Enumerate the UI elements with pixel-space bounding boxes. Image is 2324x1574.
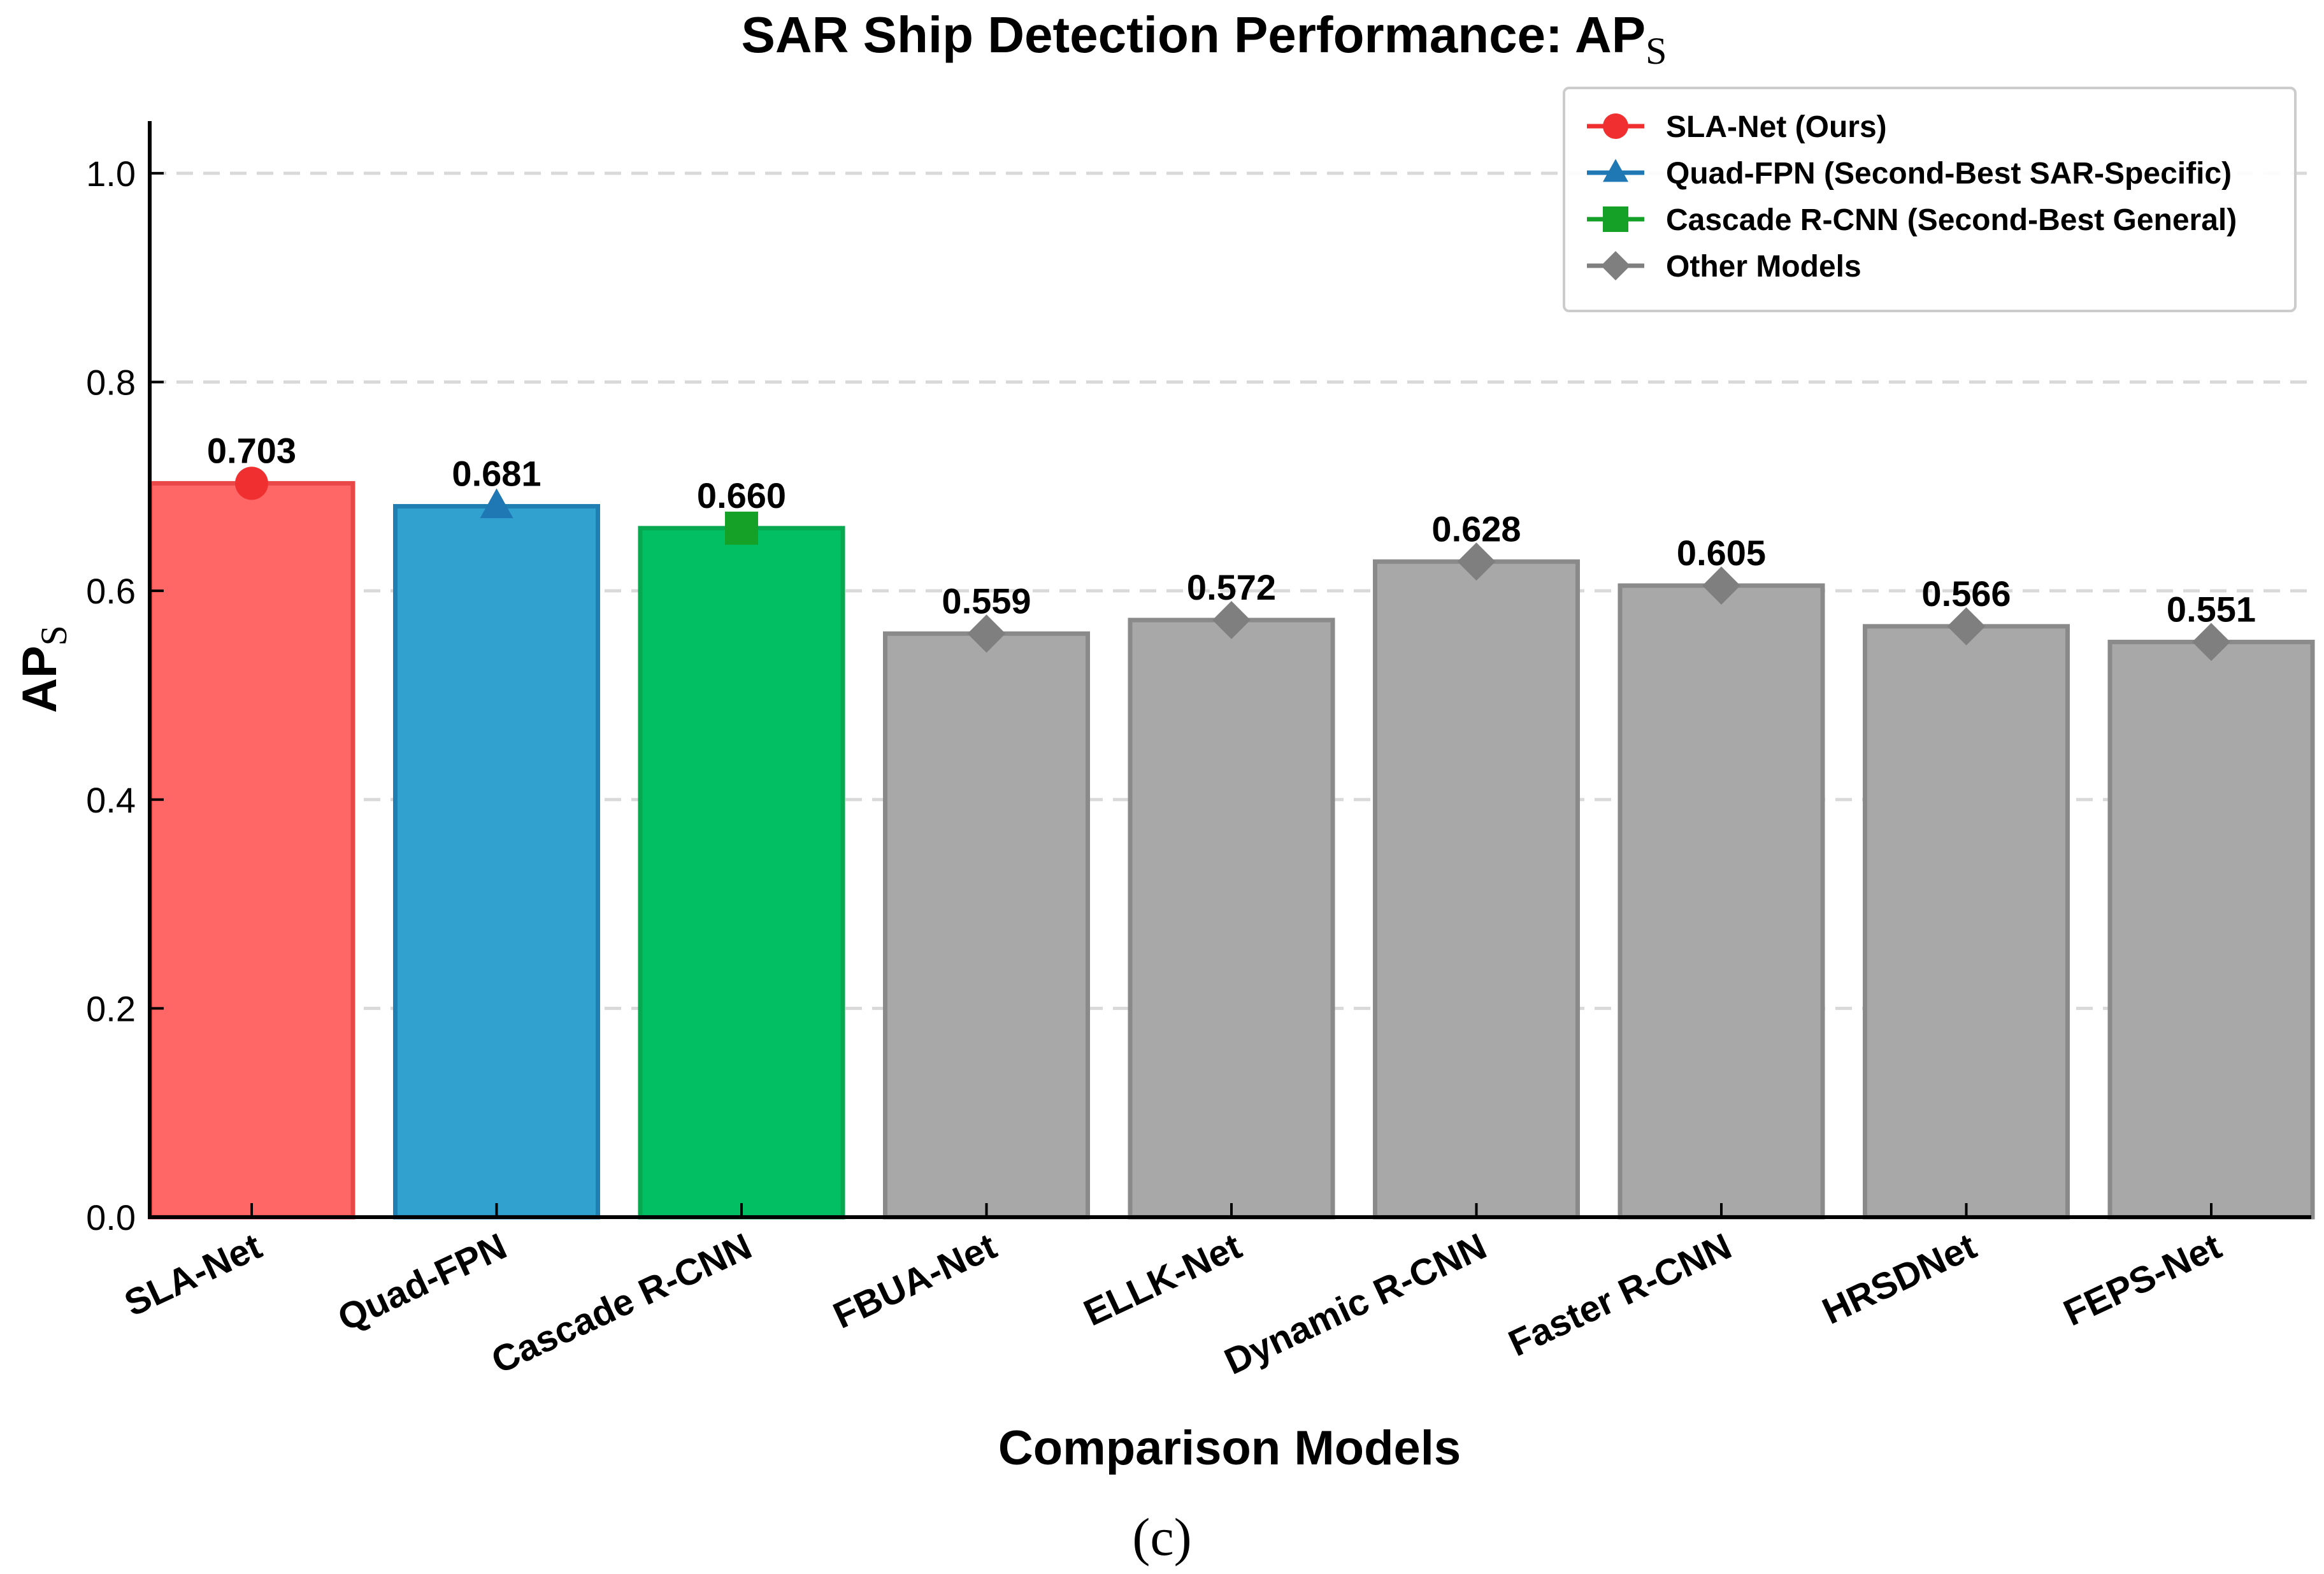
bars (148, 480, 2315, 1220)
legend-marker (1601, 251, 1630, 280)
value-label: 0.566 (1921, 574, 2011, 614)
y-tick-label: 0.4 (86, 780, 136, 820)
bar-cascade-r-cnn (638, 526, 845, 1220)
legend-label: Cascade R-CNN (Second-Best General) (1666, 203, 2237, 237)
value-label: 0.628 (1431, 509, 1521, 549)
bar-sla-net (148, 480, 355, 1220)
y-tick-label: 0.0 (86, 1197, 136, 1238)
value-label: 0.551 (2167, 589, 2256, 629)
bar-quad-fpn (393, 503, 600, 1220)
x-tick-label: Faster R-CNN (1502, 1225, 1737, 1364)
y-tick-label: 1.0 (86, 154, 136, 194)
legend-label: Other Models (1666, 250, 1861, 284)
legend-label: SLA-Net (Ours) (1666, 110, 1887, 144)
value-label: 0.605 (1677, 533, 1766, 573)
point-marker (1457, 542, 1496, 581)
markers (235, 466, 2230, 661)
point-marker (480, 488, 513, 519)
point-marker (1947, 607, 1986, 646)
value-label: 0.660 (697, 475, 786, 516)
value-label: 0.559 (942, 581, 1031, 621)
value-label: 0.572 (1187, 567, 1276, 607)
legend-marker (1603, 206, 1628, 232)
figure-caption: (c) (1132, 1508, 1191, 1567)
x-tick-label: ELLK-Net (1078, 1225, 1248, 1334)
point-marker (967, 614, 1006, 653)
y-tick-label: 0.2 (86, 988, 136, 1029)
legend-label: Quad-FPN (Second-Best SAR-Specific) (1666, 157, 2232, 191)
bar-fbua-net (883, 631, 1090, 1220)
point-marker (1212, 601, 1251, 639)
x-axis-label: Comparison Models (998, 1421, 1461, 1475)
chart-title: SAR Ship Detection Performance: APS (742, 6, 1667, 72)
x-tick-label: FBUA-Net (827, 1225, 1003, 1337)
y-tick-label: 0.6 (86, 571, 136, 611)
x-tick-label: Dynamic R-CNN (1218, 1225, 1493, 1383)
legend: SLA-Net (Ours) Quad-FPN (Second-Best SAR-… (1563, 87, 2297, 312)
legend-box (1563, 87, 2297, 312)
legend-marker (1603, 159, 1628, 182)
x-tick-label: SLA-Net (118, 1225, 268, 1325)
axes (148, 121, 2311, 1219)
bar-hrsdnet (1863, 624, 2070, 1220)
bar-ellk-net (1128, 617, 1335, 1220)
bar-dynamic-r-cnn (1373, 559, 1580, 1220)
point-marker (2192, 623, 2230, 661)
bar-faster-r-cnn (1617, 583, 1825, 1220)
x-tick-label: Cascade R-CNN (485, 1225, 758, 1382)
value-label: 0.703 (207, 430, 296, 470)
y-tick-label: 0.8 (86, 363, 136, 403)
value-label: 0.681 (452, 453, 541, 493)
x-tick-label: Quad-FPN (332, 1225, 513, 1339)
value-labels: 0.703 0.681 0.660 0.559 0.572 0.628 0.605 0.566… (207, 430, 2256, 629)
bar-feps-net (2107, 639, 2315, 1220)
x-tick-label: FEPS-Net (2058, 1225, 2228, 1334)
x-tick-label: HRSDNet (1816, 1225, 1983, 1332)
legend-marker (1603, 113, 1628, 139)
y-tick-labels: 0.0 0.2 0.4 0.6 0.8 1.0 (86, 154, 164, 1238)
point-marker (1702, 567, 1740, 605)
point-marker (725, 511, 758, 545)
point-marker (235, 466, 268, 500)
y-axis-label: APS (13, 625, 75, 713)
